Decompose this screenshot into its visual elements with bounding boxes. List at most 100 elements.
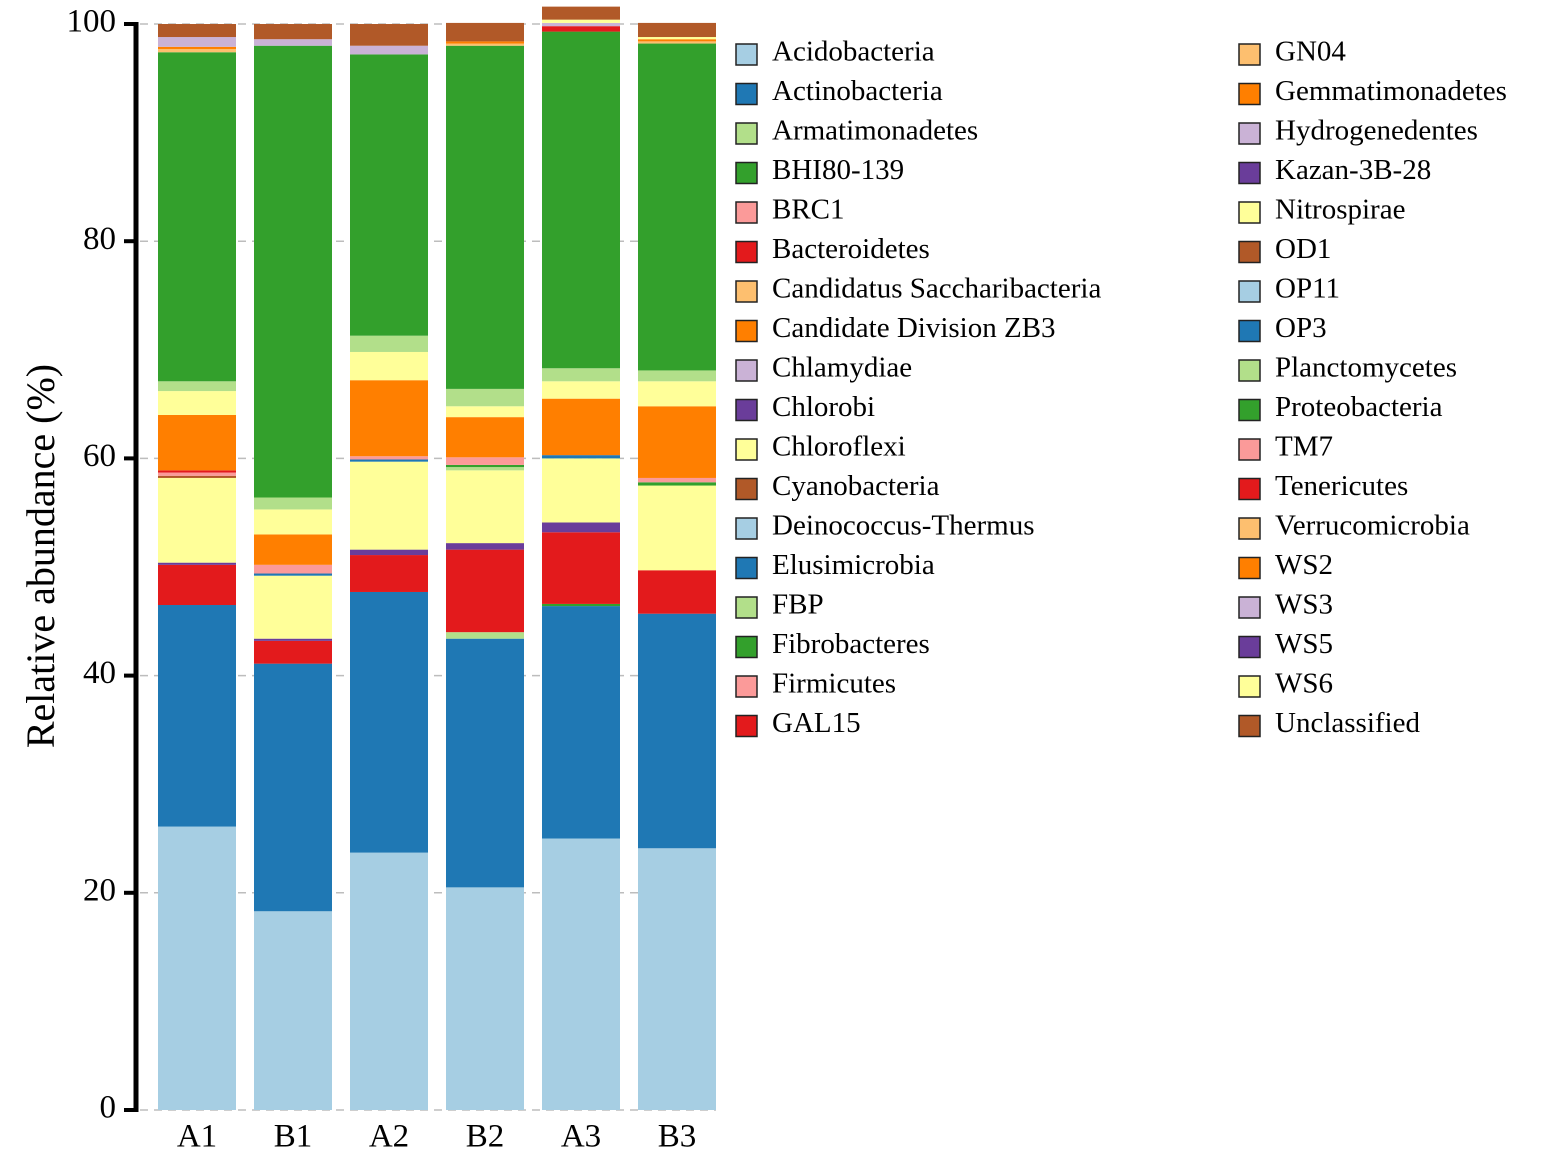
bar-segment-b2-fibrobacteres [446, 464, 524, 468]
legend-swatch [735, 201, 758, 224]
bar-segment-a2-gemmatimonadetes [350, 380, 428, 457]
bar-segment-b2-firmicutes [446, 457, 524, 465]
bar-segment-a1-ws3 [158, 37, 236, 47]
y-tick-label: 60 [83, 438, 116, 474]
bar-segment-a3-proteobacteria [542, 31, 620, 369]
legend-label: Kazan-3B-28 [1275, 154, 1431, 186]
y-tick-label: 80 [83, 221, 116, 257]
legend-label: GN04 [1275, 36, 1346, 68]
y-axis-title: Relative abundance (%) [18, 364, 63, 748]
bar-segment-b1-bacteroidetes [254, 640, 332, 664]
legend-swatch [1238, 556, 1261, 580]
bar-segment-b1-proteobacteria [254, 45, 332, 498]
y-tick-label: 20 [83, 872, 116, 908]
bar-segment-a1-proteobacteria [158, 52, 236, 382]
legend-label: OD1 [1275, 233, 1331, 265]
bar-segment-b2-actinobacteria [446, 638, 524, 888]
bar-segment-b1-unclassified [254, 24, 332, 40]
x-tick-label: B2 [466, 1119, 505, 1155]
legend-swatch [735, 359, 758, 382]
legend-item: Acidobacteria [735, 36, 935, 68]
bar-segment-a2-firmicutes [350, 456, 428, 460]
bar-segment-a3-ws3 [542, 22, 620, 27]
legend-label: OP3 [1275, 312, 1327, 344]
bar-group-b3 [638, 22, 716, 1110]
legend-item: WS3 [1238, 589, 1333, 621]
legend-swatch [1238, 359, 1261, 382]
bar-group-b2 [446, 22, 524, 1110]
legend-item: BHI80-139 [735, 154, 904, 186]
bar-segment-b3-actinobacteria [638, 613, 716, 849]
legend-label: Actinobacteria [772, 75, 943, 107]
bar-segment-a3-nitrospirae [542, 381, 620, 399]
legend-item: Chloroflexi [735, 431, 906, 463]
bar-segment-b3-proteobacteria [638, 43, 716, 371]
bar-segment-a2-planctomycetes [350, 335, 428, 352]
bar-segment-a3-ws6 [542, 19, 620, 23]
bar-segment-a2-elusimicrobia [350, 459, 428, 462]
legend-item: Tenericutes [1238, 470, 1408, 502]
legend-swatch [1238, 675, 1261, 698]
bar-group-a3 [542, 6, 620, 1110]
bar-segment-a1-ws2 [158, 46, 236, 49]
legend-item: Firmicutes [735, 668, 896, 700]
legend-item: Armatimonadetes [735, 115, 978, 147]
legend-label: Fibrobacteres [772, 628, 930, 660]
legend-swatch [735, 82, 758, 106]
bar-segment-b1-chloroflexi [254, 575, 332, 639]
legend-label: BHI80-139 [772, 154, 904, 186]
legend-item: WS2 [1238, 549, 1333, 581]
legend-label: Gemmatimonadetes [1275, 75, 1507, 107]
bar-segment-b2-gemmatimonadetes [446, 417, 524, 458]
legend-label: Hydrogenedentes [1275, 115, 1478, 147]
legend-swatch [735, 556, 758, 580]
legend-swatch [735, 635, 758, 659]
legend-label: GAL15 [772, 707, 861, 739]
legend-swatch [1238, 122, 1261, 145]
bar-segment-b1-chlorobi [254, 638, 332, 641]
bar-segment-b1-elusimicrobia [254, 573, 332, 576]
bar-segment-a1-chloroflexi [158, 477, 236, 563]
legend-label: Candidatus Saccharibacteria [772, 273, 1101, 305]
bar-segment-b1-actinobacteria [254, 663, 332, 912]
bar-segment-b2-verrucomicrobia [446, 43, 524, 46]
bar-segment-a3-bhi80-139 [542, 603, 620, 607]
legend-swatch [1238, 280, 1261, 303]
bar-segment-a2-nitrospirae [350, 351, 428, 381]
legend-label: Unclassified [1275, 707, 1420, 739]
legend-swatch [735, 477, 758, 501]
legend-label: TM7 [1275, 431, 1333, 463]
x-ticks: A1 B1 A2 B2 A3 B3 [177, 1119, 696, 1155]
legend-item: WS6 [1238, 668, 1333, 700]
legend-item: Fibrobacteres [735, 628, 930, 660]
bar-segment-a3-elusimicrobia [542, 455, 620, 459]
legend-swatch [735, 161, 758, 185]
legend-swatch [735, 319, 758, 343]
bar-segment-b3-gemmatimonadetes [638, 406, 716, 478]
legend-item: GN04 [1238, 36, 1346, 68]
legend-item: Bacteroidetes [735, 233, 930, 265]
legend-label: BRC1 [772, 194, 845, 226]
bar-segment-a1-cyanobacteria [158, 475, 236, 478]
bar-segment-a3-chloroflexi [542, 458, 620, 523]
legend-swatch [735, 714, 758, 738]
legend-label: Candidate Division ZB3 [772, 312, 1056, 344]
bar-segment-a1-unclassified [158, 24, 236, 38]
legend-label: Verrucomicrobia [1275, 510, 1470, 542]
legend-item: Unclassified [1238, 707, 1420, 739]
legend-label: Deinococcus-Thermus [772, 510, 1035, 542]
legend-item: OD1 [1238, 233, 1331, 265]
bar-segment-a1-acidobacteria [158, 826, 236, 1110]
legend-label: Nitrospirae [1275, 194, 1405, 226]
bar-segment-a1-chlorobi [158, 562, 236, 565]
bar-segment-a1-gemmatimonadetes [158, 414, 236, 471]
x-tick-label: B1 [274, 1119, 313, 1155]
legend-swatch [735, 517, 758, 540]
bar-segment-b3-verrucomicrobia [638, 41, 716, 44]
legend-item: BRC1 [735, 194, 845, 226]
bar-segment-b2-chlorobi [446, 543, 524, 550]
legend-item: Deinococcus-Thermus [735, 510, 1035, 542]
legend-item: Chlorobi [735, 391, 875, 423]
bar-segment-a2-bacteroidetes [350, 555, 428, 592]
